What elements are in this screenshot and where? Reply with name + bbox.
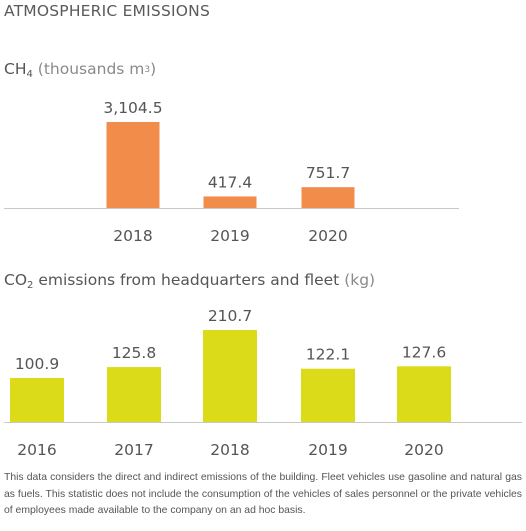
ch4-value-label-2018: 3,104.5 bbox=[103, 99, 162, 117]
ch4-tick-label-2020: 2020 bbox=[308, 227, 347, 245]
ch4-bar-2019 bbox=[203, 196, 257, 208]
co2-title-main: CO bbox=[4, 271, 28, 289]
co2-title-text: emissions from headquarters and fleet bbox=[33, 271, 345, 289]
ch4-bar-2020 bbox=[301, 187, 355, 208]
co2-value-label-2019: 122.1 bbox=[306, 346, 350, 364]
ch4-tick-label-2019: 2019 bbox=[210, 227, 249, 245]
co2-chart-title: CO2 emissions from headquarters and flee… bbox=[4, 271, 376, 291]
section-title: ATMOSPHERIC EMISSIONS bbox=[4, 2, 210, 20]
co2-value-label-2017: 125.8 bbox=[112, 344, 156, 362]
co2-value-label-2018: 210.7 bbox=[208, 307, 252, 325]
ch4-value-label-2020: 751.7 bbox=[306, 164, 350, 182]
co2-value-label-2020: 127.6 bbox=[402, 343, 446, 361]
co2-tick-label-2020: 2020 bbox=[404, 441, 443, 459]
co2-tick-label-2016: 2016 bbox=[17, 441, 56, 459]
ch4-tick-label-2018: 2018 bbox=[113, 227, 152, 245]
ch4-unit-superscript: 3 bbox=[144, 65, 151, 75]
ch4-title-main: CH bbox=[4, 60, 27, 78]
co2-bar-2018 bbox=[203, 330, 257, 422]
co2-bar-2016 bbox=[10, 377, 64, 422]
co2-bar-2017 bbox=[107, 367, 161, 422]
co2-title-subscript: 2 bbox=[27, 280, 34, 291]
footnote: This data considers the direct and indir… bbox=[4, 472, 522, 516]
co2-tick-label-2017: 2017 bbox=[114, 441, 153, 459]
ch4-bar-2018 bbox=[106, 122, 160, 208]
co2-bar-2019 bbox=[301, 368, 355, 422]
ch4-title-subscript: 4 bbox=[26, 69, 33, 80]
ch4-value-label-2019: 417.4 bbox=[208, 173, 252, 191]
co2-value-label-2016: 100.9 bbox=[15, 355, 59, 373]
ch4-title-unit: (thousands m3) bbox=[37, 60, 157, 78]
co2-title-unit: (kg) bbox=[344, 271, 376, 289]
co2-tick-label-2018: 2018 bbox=[210, 441, 249, 459]
co2-bar-2020 bbox=[397, 366, 451, 422]
co2-tick-label-2019: 2019 bbox=[308, 441, 347, 459]
ch4-chart-title: CH4 (thousands m3) bbox=[4, 60, 157, 80]
